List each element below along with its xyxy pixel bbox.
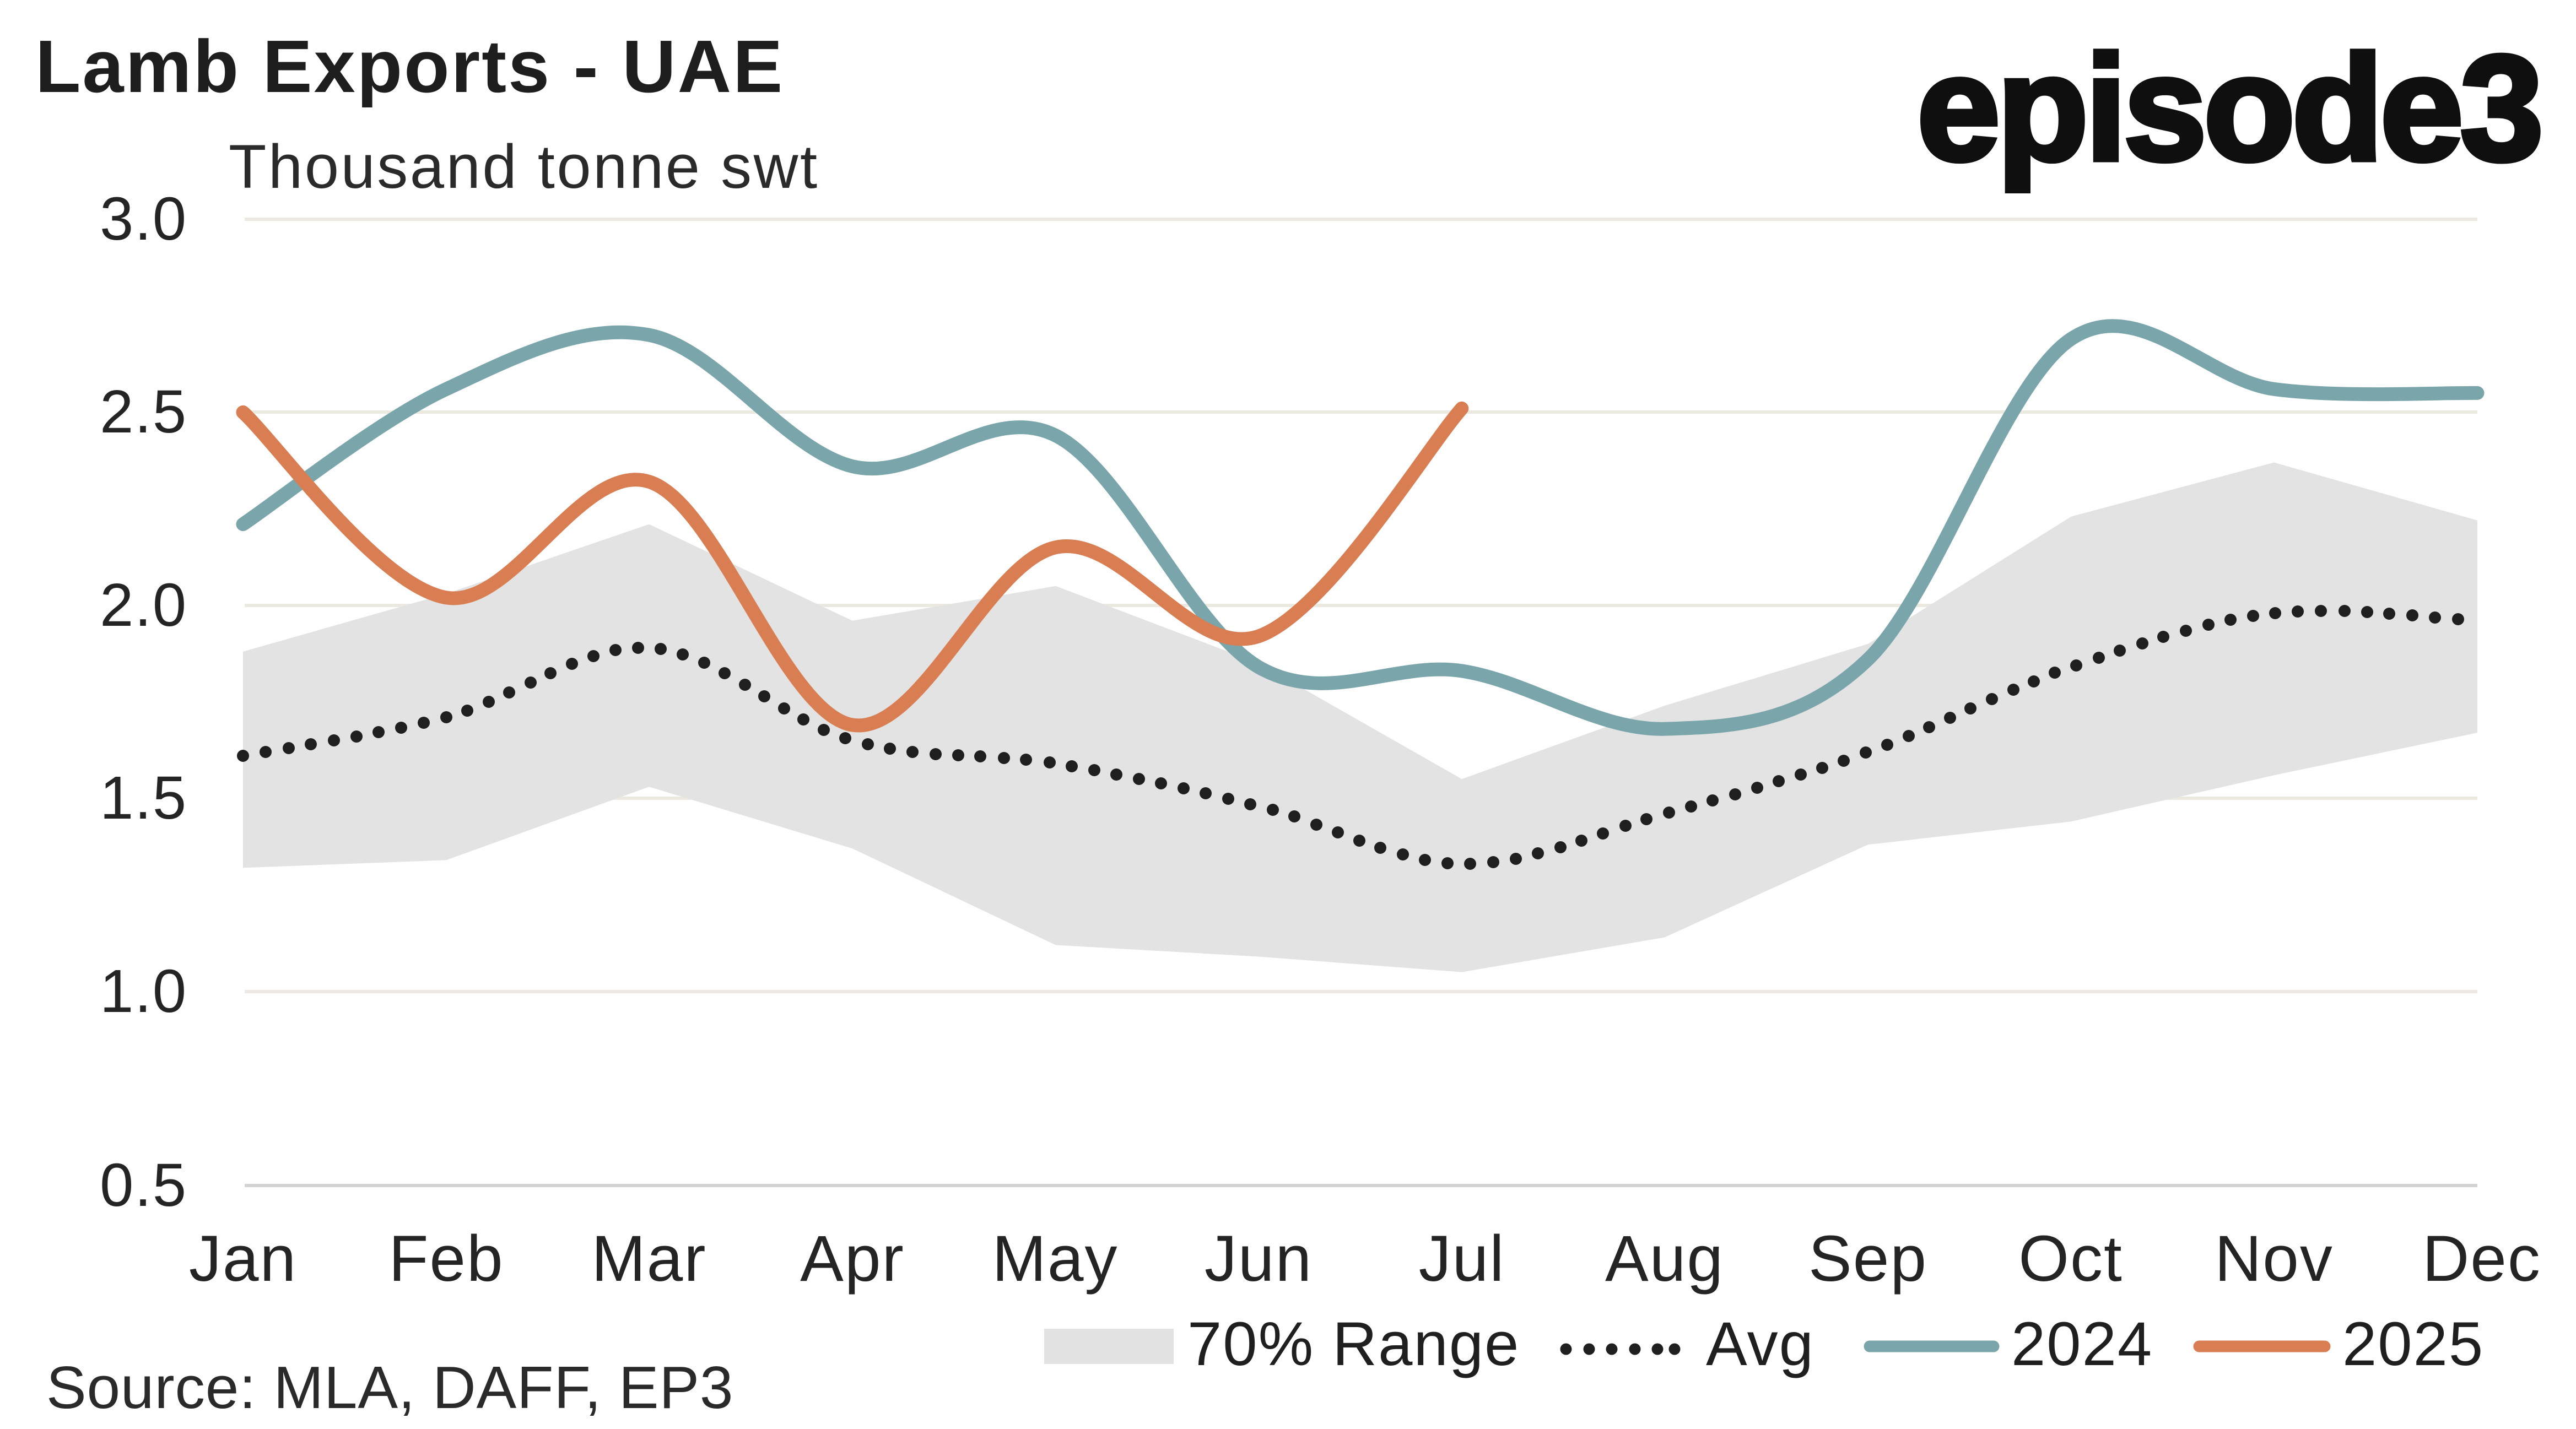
- svg-text:Lamb Exports - UAE: Lamb Exports - UAE: [35, 25, 784, 108]
- svg-text:Feb: Feb: [388, 1222, 504, 1295]
- svg-text:Oct: Oct: [2018, 1222, 2123, 1295]
- svg-text:Thousand tonne swt: Thousand tonne swt: [229, 132, 819, 201]
- svg-text:3.0: 3.0: [100, 185, 187, 253]
- svg-text:Avg: Avg: [1706, 1309, 1814, 1378]
- svg-text:Aug: Aug: [1605, 1222, 1724, 1295]
- svg-text:2025: 2025: [2342, 1309, 2484, 1378]
- svg-text:2.5: 2.5: [100, 378, 187, 446]
- svg-text:2.0: 2.0: [100, 571, 187, 639]
- svg-text:Apr: Apr: [800, 1222, 905, 1295]
- svg-text:1.5: 1.5: [100, 764, 187, 832]
- svg-text:Dec: Dec: [2422, 1222, 2541, 1295]
- svg-text:2024: 2024: [2011, 1309, 2153, 1378]
- svg-text:episode3: episode3: [1917, 24, 2540, 193]
- svg-text:Jun: Jun: [1205, 1222, 1313, 1295]
- svg-text:0.5: 0.5: [100, 1151, 187, 1219]
- svg-text:May: May: [992, 1222, 1119, 1295]
- svg-text:Jan: Jan: [189, 1222, 297, 1295]
- svg-text:Source: MLA, DAFF, EP3: Source: MLA, DAFF, EP3: [46, 1354, 733, 1421]
- svg-text:Jul: Jul: [1419, 1222, 1505, 1295]
- svg-text:70% Range: 70% Range: [1187, 1309, 1520, 1378]
- svg-text:Mar: Mar: [591, 1222, 706, 1295]
- svg-text:Nov: Nov: [2215, 1222, 2334, 1295]
- svg-text:1.0: 1.0: [100, 957, 187, 1025]
- svg-text:Sep: Sep: [1808, 1222, 1927, 1295]
